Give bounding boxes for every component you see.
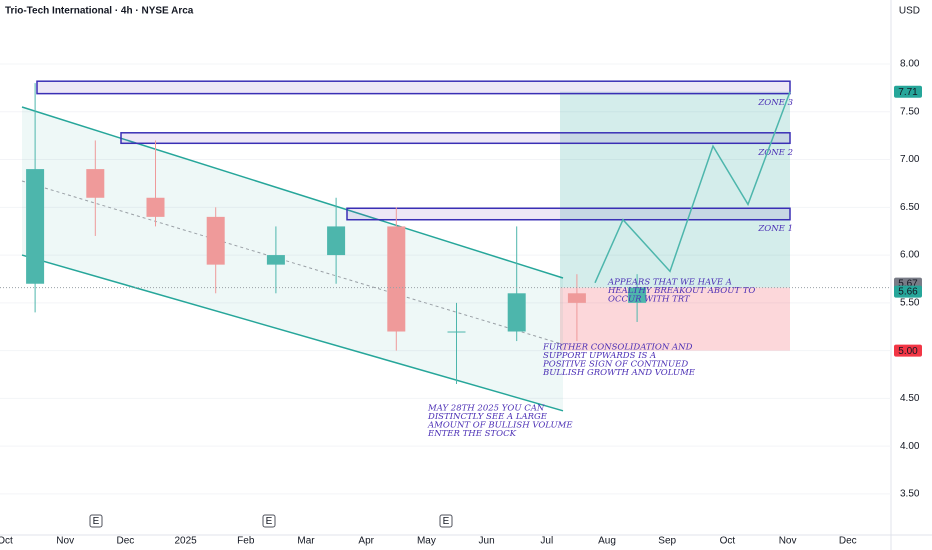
y-tick-label: 5.50: [900, 297, 920, 308]
y-tick-label: 6.50: [900, 202, 920, 213]
candle-body: [628, 287, 647, 303]
price-marker-label: 5.66: [898, 287, 918, 298]
x-tick-label: May: [417, 536, 436, 547]
channel-mid: [21, 180, 564, 345]
y-tick-label: 4.50: [900, 393, 920, 404]
earnings-badge: [89, 514, 103, 528]
x-tick-label: 2025: [174, 536, 197, 547]
chart-title: Trio-Tech International · 4h · NYSE Arca: [5, 6, 194, 17]
price-marker: [894, 285, 922, 298]
price-marker: [894, 344, 922, 357]
candle-body: [26, 169, 45, 284]
annotation: BULLISH GROWTH AND VOLUME: [542, 368, 696, 378]
candle-body: [146, 197, 165, 217]
x-tick-label: Mar: [297, 536, 315, 547]
stop-zone: [560, 287, 790, 351]
annotation: POSITIVE SIGN OF CONTINUED: [542, 360, 688, 370]
x-tick-label: Oct: [0, 536, 13, 547]
y-tick-label: 6.00: [900, 250, 920, 261]
y-tick-label: 3.50: [900, 489, 920, 500]
candle-body: [447, 331, 466, 333]
x-tick-label: Feb: [237, 536, 255, 547]
earnings-badge: [262, 514, 276, 528]
annotation: AMOUNT OF BULLISH VOLUME: [427, 421, 573, 431]
price-marker-label: 5.00: [898, 346, 918, 357]
x-tick-label: Aug: [598, 536, 616, 547]
annotation: DISTINCTLY SEE A LARGE: [427, 412, 548, 422]
annotation: SUPPORT UPWARDS IS A: [543, 351, 656, 361]
candle-body: [327, 226, 346, 256]
x-tick-label: Sep: [658, 536, 676, 547]
projection-path: [594, 91, 791, 284]
x-tick-label: Jun: [479, 536, 495, 547]
zone-label: ZONE 3: [757, 98, 793, 108]
earnings-badge: [439, 514, 453, 528]
channel-lower: [21, 254, 564, 412]
candle-body: [206, 216, 225, 265]
annotation: FURTHER CONSOLIDATION AND: [542, 343, 693, 353]
candle-body: [507, 293, 526, 332]
earnings-label: E: [93, 516, 100, 527]
annotation: APPEARS THAT WE HAVE A: [607, 278, 732, 288]
zone: [120, 132, 791, 145]
y-tick-label: 8.00: [900, 59, 920, 70]
candle-body: [266, 255, 285, 265]
x-tick-label: Jul: [540, 536, 553, 547]
y-tick-label: 7.00: [900, 154, 920, 165]
annotation: MAY 28TH 2025 YOU CAN: [427, 404, 545, 414]
x-tick-label: Nov: [56, 536, 74, 547]
annotation: HEALTHY BREAKOUT ABOUT TO: [607, 286, 755, 296]
zone: [346, 207, 791, 221]
x-tick-label: Apr: [358, 536, 374, 547]
x-tick-label: Dec: [117, 536, 135, 547]
annotation: ENTER THE STOCK: [427, 429, 517, 439]
annotation: OCCUR WITH TRT: [608, 295, 691, 305]
price-marker: [894, 85, 922, 98]
channel-fill: [22, 107, 563, 411]
y-tick-label: 4.00: [900, 441, 920, 452]
y-tick-label: 7.50: [900, 106, 920, 117]
earnings-label: E: [266, 516, 273, 527]
price-marker-label: 7.71: [898, 87, 918, 98]
x-tick-label: Nov: [779, 536, 797, 547]
zone-label: ZONE 1: [757, 224, 793, 234]
channel-upper: [21, 106, 564, 279]
zone-label: ZONE 2: [757, 148, 793, 158]
x-tick-label: Dec: [839, 536, 857, 547]
price-marker-label: 5.67: [898, 279, 918, 290]
x-tick-label: Oct: [720, 536, 736, 547]
currency: USD: [899, 6, 920, 17]
candle-body: [86, 169, 105, 198]
candle-body: [387, 226, 406, 332]
earnings-label: E: [443, 516, 450, 527]
zone: [36, 80, 791, 95]
candle-body: [567, 293, 586, 303]
